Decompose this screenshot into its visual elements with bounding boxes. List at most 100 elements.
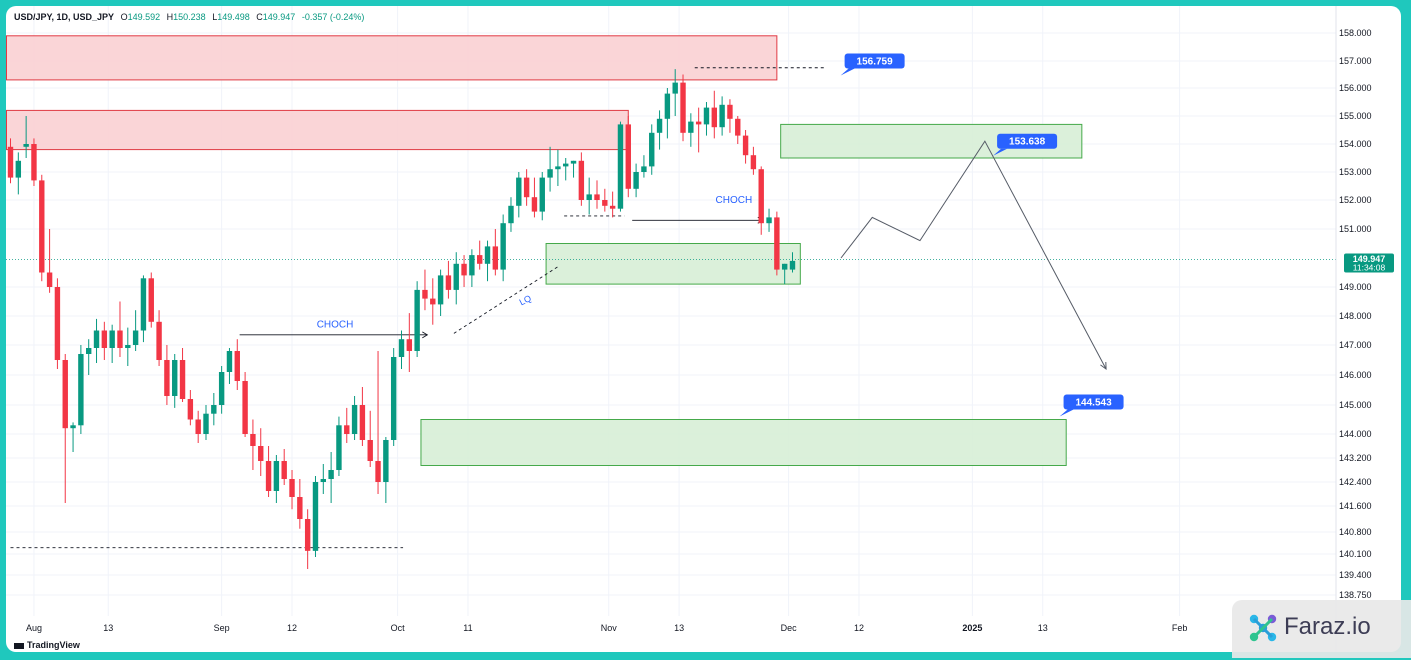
supply-zone bbox=[6, 35, 778, 81]
candle bbox=[211, 393, 217, 426]
candle bbox=[586, 177, 592, 215]
candle bbox=[46, 229, 53, 293]
symbol-label: USD/JPY, 1D, USD_JPY bbox=[14, 12, 115, 22]
candle bbox=[132, 310, 139, 351]
x-tick-label: Sep bbox=[214, 623, 230, 633]
y-tick-label: 158.000 bbox=[1339, 28, 1372, 38]
price-callout bbox=[997, 133, 1058, 149]
y-tick-label: 156.000 bbox=[1339, 83, 1372, 93]
candle bbox=[7, 138, 14, 184]
candle bbox=[312, 476, 319, 557]
candle bbox=[555, 149, 561, 186]
candle bbox=[680, 74, 686, 142]
projection-line bbox=[840, 140, 1107, 370]
candle-body bbox=[735, 118, 741, 136]
candle bbox=[563, 158, 569, 181]
candle bbox=[218, 366, 225, 414]
candle bbox=[273, 455, 280, 503]
y-tick-label: 138.750 bbox=[1339, 590, 1372, 600]
open-value: 149.592 bbox=[127, 12, 161, 22]
candle bbox=[688, 113, 694, 147]
candle bbox=[477, 240, 483, 270]
candle-body bbox=[664, 93, 671, 119]
candle-body bbox=[547, 169, 553, 178]
candle bbox=[289, 470, 295, 510]
candle-body bbox=[164, 360, 170, 396]
candle bbox=[242, 372, 248, 437]
candle-body bbox=[359, 405, 366, 440]
choch-arrowhead bbox=[422, 331, 429, 339]
y-tick-label: 143.200 bbox=[1339, 453, 1372, 463]
candle-body bbox=[680, 82, 686, 133]
candle-body bbox=[273, 461, 280, 491]
demand-zone bbox=[420, 419, 1067, 466]
candle-body bbox=[656, 118, 663, 133]
price-chart[interactable]: CHOCH CHOCH LQ 156.759 153.638 144.543 Aug 13 S… bbox=[6, 6, 1401, 652]
choch-label: CHOCH bbox=[716, 195, 753, 206]
candle-body bbox=[531, 197, 538, 212]
candle bbox=[328, 452, 334, 503]
y-tick-label: 139.400 bbox=[1339, 570, 1372, 580]
candle-body bbox=[695, 121, 702, 125]
candle-body bbox=[367, 440, 373, 461]
candle-body bbox=[375, 461, 381, 482]
candle bbox=[578, 152, 585, 206]
candle-body bbox=[688, 121, 694, 133]
price-callout bbox=[1063, 394, 1124, 410]
candle-body bbox=[101, 330, 108, 348]
candle-body bbox=[781, 263, 788, 270]
y-tick-label: 142.400 bbox=[1339, 477, 1372, 487]
candle-body bbox=[54, 287, 61, 360]
candle-body bbox=[23, 144, 29, 147]
faraz-brand: Faraz.io bbox=[1284, 613, 1371, 640]
candle-body bbox=[672, 82, 678, 94]
candle-body bbox=[336, 425, 342, 470]
candle-body bbox=[500, 223, 506, 270]
candle bbox=[203, 405, 209, 440]
candle-body bbox=[281, 461, 287, 479]
chart-header: USD/JPY, 1D, USD_JPY O149.592 H150.238 L… bbox=[14, 12, 368, 22]
y-tick-label: 141.600 bbox=[1339, 501, 1372, 511]
candle-body bbox=[172, 360, 178, 396]
candle bbox=[430, 278, 436, 325]
candle-body bbox=[625, 124, 631, 189]
candle bbox=[758, 166, 764, 235]
candle bbox=[117, 301, 123, 357]
x-tick-label: 12 bbox=[287, 623, 297, 633]
close-value: 149.947 bbox=[262, 12, 296, 22]
candle-body bbox=[86, 348, 92, 354]
x-tick-label: Dec bbox=[781, 623, 798, 633]
x-tick-label: Feb bbox=[1172, 623, 1188, 633]
candle-body bbox=[406, 339, 413, 351]
faraz-logo-icon bbox=[1249, 614, 1277, 642]
candle bbox=[531, 177, 538, 218]
candle-body bbox=[148, 278, 154, 322]
candle-body bbox=[344, 425, 350, 434]
countdown-value: 11:34:08 bbox=[1353, 263, 1386, 273]
candle-body bbox=[711, 107, 717, 128]
candle-body bbox=[156, 321, 162, 360]
candle-body bbox=[445, 275, 452, 290]
candle-body bbox=[633, 172, 639, 189]
lq-trendline bbox=[453, 266, 559, 334]
candle bbox=[406, 313, 413, 372]
candle-body bbox=[304, 519, 311, 551]
candle bbox=[265, 446, 272, 497]
x-tick-label: Nov bbox=[601, 623, 618, 633]
current-price-tag bbox=[1344, 253, 1394, 273]
x-tick-label: 13 bbox=[1038, 623, 1048, 633]
candle bbox=[304, 509, 311, 569]
candle bbox=[523, 169, 530, 206]
candle-body bbox=[250, 434, 256, 446]
y-tick-label: 145.000 bbox=[1339, 400, 1372, 410]
candle-body bbox=[265, 461, 272, 491]
candle-body bbox=[742, 135, 749, 156]
y-tick-label: 148.000 bbox=[1339, 311, 1372, 321]
candle bbox=[258, 428, 264, 476]
y-tick-label: 146.000 bbox=[1339, 370, 1372, 380]
candle-body bbox=[7, 146, 14, 178]
y-tick-label: 140.800 bbox=[1339, 527, 1372, 537]
candle-body bbox=[586, 194, 592, 200]
x-tick-label: 2025 bbox=[962, 623, 982, 633]
candle bbox=[469, 249, 475, 287]
